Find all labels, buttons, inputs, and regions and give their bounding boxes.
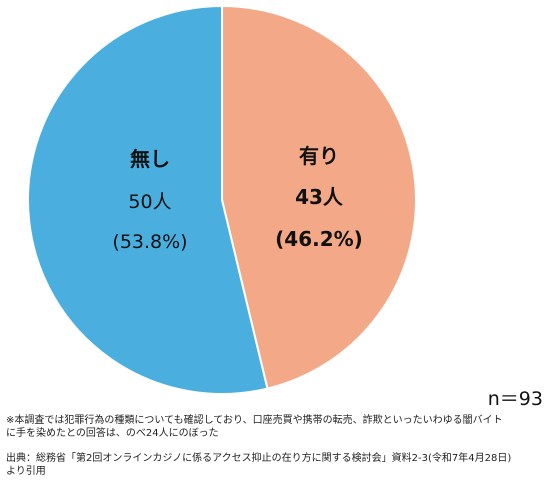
pie-chart: 無し 50人 (53.8%) 有り 43人 (46.2%)	[27, 4, 417, 395]
slice-count-nashi: 50人	[128, 191, 171, 213]
slice-percent-ari: (46.2%)	[275, 227, 363, 251]
slice-label-nashi: 無し	[130, 147, 170, 171]
source-line-2: より引用	[6, 466, 46, 477]
footnote-line-2: に手を染めたとの回答は、のべ24人にのぼった	[6, 428, 219, 439]
slice-percent-nashi: (53.8%)	[112, 231, 187, 253]
source-line-1: 出典：総務省「第2回オンラインカジノに係るアクセス抑止の在り方に関する検討会」資…	[6, 453, 512, 464]
slice-label-ari: 有り	[299, 144, 339, 168]
slice-count-ari: 43人	[295, 185, 344, 209]
footnote: ※本調査では犯罪行為の種類についても確認しており、口座売買や携帯の転売、詐欺とい…	[6, 414, 546, 440]
source-citation: 出典：総務省「第2回オンラインカジノに係るアクセス抑止の在り方に関する検討会」資…	[6, 452, 546, 478]
pie-slice-nashi	[27, 4, 269, 395]
footnote-line-1: ※本調査では犯罪行為の種類についても確認しており、口座売買や携帯の転売、詐欺とい…	[6, 415, 503, 426]
pie-slice-ari	[221, 4, 417, 390]
sample-size-label: n＝93	[487, 388, 543, 410]
